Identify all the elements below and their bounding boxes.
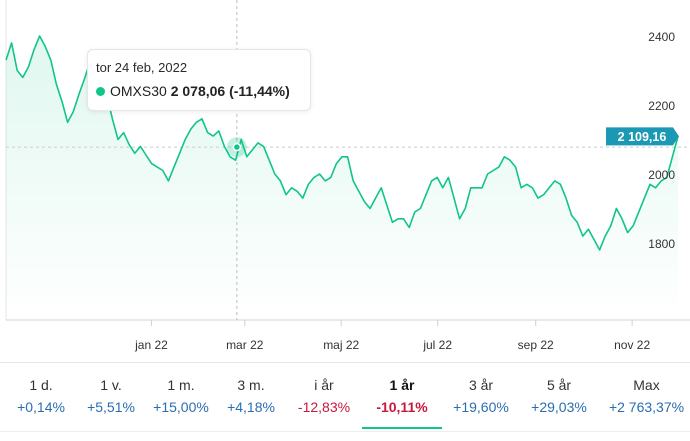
period-tab-label: Max	[633, 377, 660, 393]
y-tick-label: 2000	[648, 168, 675, 182]
price-chart[interactable]: 2400 2200 2000 1800 jan 22 mar 22 maj 22 jul 22…	[0, 0, 690, 362]
x-tick-label: sep 22	[518, 338, 554, 352]
x-tick-label: mar 22	[226, 338, 264, 352]
period-tab-label: 3 m.	[237, 377, 265, 393]
period-tab[interactable]: 3 år +19,60%	[443, 363, 519, 429]
y-tick-label: 2400	[648, 30, 675, 44]
chart-svg[interactable]: 2400 2200 2000 1800 jan 22 mar 22 maj 22 jul 22…	[0, 0, 690, 362]
period-tab[interactable]: 1 d. +0,14%	[8, 363, 74, 429]
x-tick-label: jan 22	[134, 338, 168, 352]
current-value-tag: 2 109,16	[606, 127, 679, 146]
tooltip-date: tor 24 feb, 2022	[96, 60, 188, 75]
period-tab-label: 3 år	[468, 377, 494, 393]
current-value-tag-text: 2 109,16	[618, 130, 667, 144]
period-tab-change: +19,60%	[453, 399, 509, 415]
y-tick-label: 1800	[648, 237, 675, 251]
period-tab-label: 5 år	[546, 377, 572, 393]
period-tab-change: -12,83%	[297, 399, 351, 415]
x-tick-label: maj 22	[323, 338, 359, 352]
period-tab-change: +2 763,37%	[608, 399, 685, 415]
period-tab-label: 1 år	[389, 377, 415, 393]
period-tab-label: 1 m.	[167, 377, 195, 393]
series-dot-icon	[96, 87, 105, 96]
period-tab-change: +5,51%	[87, 399, 135, 415]
x-tick-label: nov 22	[614, 338, 650, 352]
period-tab[interactable]: 1 v. +5,51%	[78, 363, 144, 429]
period-tab[interactable]: 1 m. +15,00%	[148, 363, 214, 429]
period-tab-change: +4,18%	[227, 399, 275, 415]
period-tab-label: 1 v.	[100, 377, 122, 393]
period-tab-label: i år	[314, 377, 334, 393]
chart-area-fill	[6, 36, 678, 320]
tooltip-series-name: OMXS30	[110, 83, 167, 99]
hover-marker-point	[232, 142, 242, 152]
period-tab-change: +15,00%	[153, 399, 209, 415]
x-tick-label: jul 22	[422, 338, 452, 352]
active-tab-underline	[362, 427, 442, 429]
tooltip-value: 2 078,06	[170, 83, 226, 99]
period-tab-change: +29,03%	[531, 399, 587, 415]
period-tab[interactable]: 1 år -10,11%	[362, 363, 442, 429]
period-tab[interactable]: Max +2 763,37%	[603, 363, 690, 429]
period-tab[interactable]: 3 m. +4,18%	[218, 363, 284, 429]
period-tab-label: 1 d.	[29, 377, 53, 393]
period-tab-change: +0,14%	[17, 399, 65, 415]
tooltip-change: (-11,44%)	[229, 83, 290, 99]
period-tab[interactable]: i år -12,83%	[288, 363, 360, 429]
period-tab-change: -10,11%	[376, 399, 428, 415]
period-tabs: 1 d. +0,14% 1 v. +5,51% 1 m. +15,00% 3 m. +4,18…	[0, 362, 690, 441]
period-tab[interactable]: 5 år +29,03%	[518, 363, 600, 429]
y-tick-label: 2200	[648, 99, 675, 113]
series-line-omxs30	[5, 35, 679, 251]
tooltip-value-row: OMXS30 2 078,06 (-11,44%)	[96, 83, 290, 99]
current-value-tag-bg	[606, 127, 679, 146]
chart-tooltip: tor 24 feb, 2022 OMXS30 2 078,06 (-11,44…	[87, 49, 311, 111]
tabs-bottom-divider	[0, 431, 690, 432]
